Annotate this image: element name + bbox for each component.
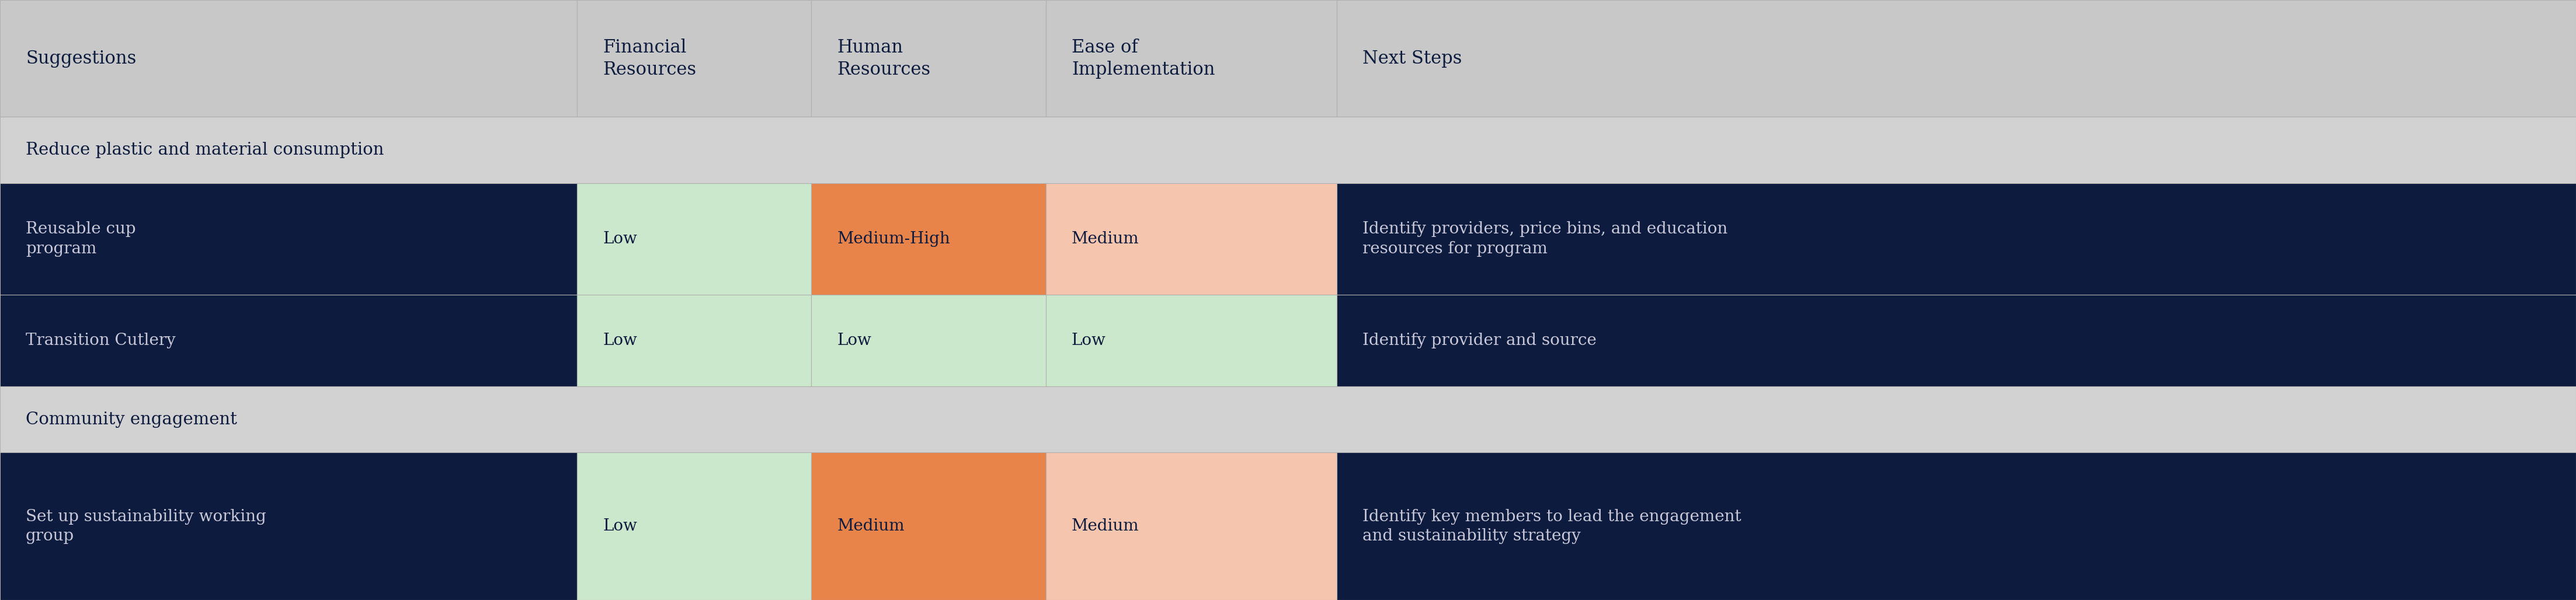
Bar (1046, 183, 1337, 295)
Bar (1337, 295, 2576, 386)
Bar (0, 452, 577, 600)
Text: Low: Low (603, 231, 636, 247)
Bar (1046, 0, 1337, 117)
Bar (1046, 295, 1337, 386)
Text: Low: Low (837, 333, 871, 349)
Bar (1337, 0, 2576, 117)
Text: Set up sustainability working
group: Set up sustainability working group (26, 509, 265, 544)
Text: Low: Low (603, 518, 636, 534)
Bar (577, 0, 811, 117)
Bar (0, 295, 577, 386)
Text: Financial
Resources: Financial Resources (603, 38, 696, 79)
Text: Transition Cutlery: Transition Cutlery (26, 333, 175, 349)
Text: Medium: Medium (837, 518, 904, 534)
Text: Medium-High: Medium-High (837, 231, 951, 247)
Bar (1337, 452, 2576, 600)
Text: Identify providers, price bins, and education
resources for program: Identify providers, price bins, and educ… (1363, 221, 1728, 257)
Bar (811, 452, 1046, 600)
Text: Identify provider and source: Identify provider and source (1363, 333, 1597, 349)
Bar (577, 295, 811, 386)
Text: Medium: Medium (1072, 231, 1139, 247)
Bar (0, 117, 2576, 183)
Bar (577, 183, 811, 295)
Bar (1337, 183, 2576, 295)
Bar (1046, 452, 1337, 600)
Text: Next Steps: Next Steps (1363, 49, 1463, 68)
Text: Community engagement: Community engagement (26, 412, 237, 428)
Text: Ease of
Implementation: Ease of Implementation (1072, 38, 1216, 79)
Text: Reusable cup
program: Reusable cup program (26, 221, 137, 257)
Text: Medium: Medium (1072, 518, 1139, 534)
Bar (0, 0, 577, 117)
Bar (811, 295, 1046, 386)
Text: Identify key members to lead the engagement
and sustainability strategy: Identify key members to lead the engagem… (1363, 509, 1741, 544)
Bar (811, 183, 1046, 295)
Bar (0, 386, 2576, 452)
Text: Low: Low (603, 333, 636, 349)
Bar (577, 452, 811, 600)
Text: Human
Resources: Human Resources (837, 38, 930, 79)
Text: Suggestions: Suggestions (26, 49, 137, 68)
Text: Low: Low (1072, 333, 1105, 349)
Text: Reduce plastic and material consumption: Reduce plastic and material consumption (26, 142, 384, 158)
Bar (811, 0, 1046, 117)
Bar (0, 183, 577, 295)
